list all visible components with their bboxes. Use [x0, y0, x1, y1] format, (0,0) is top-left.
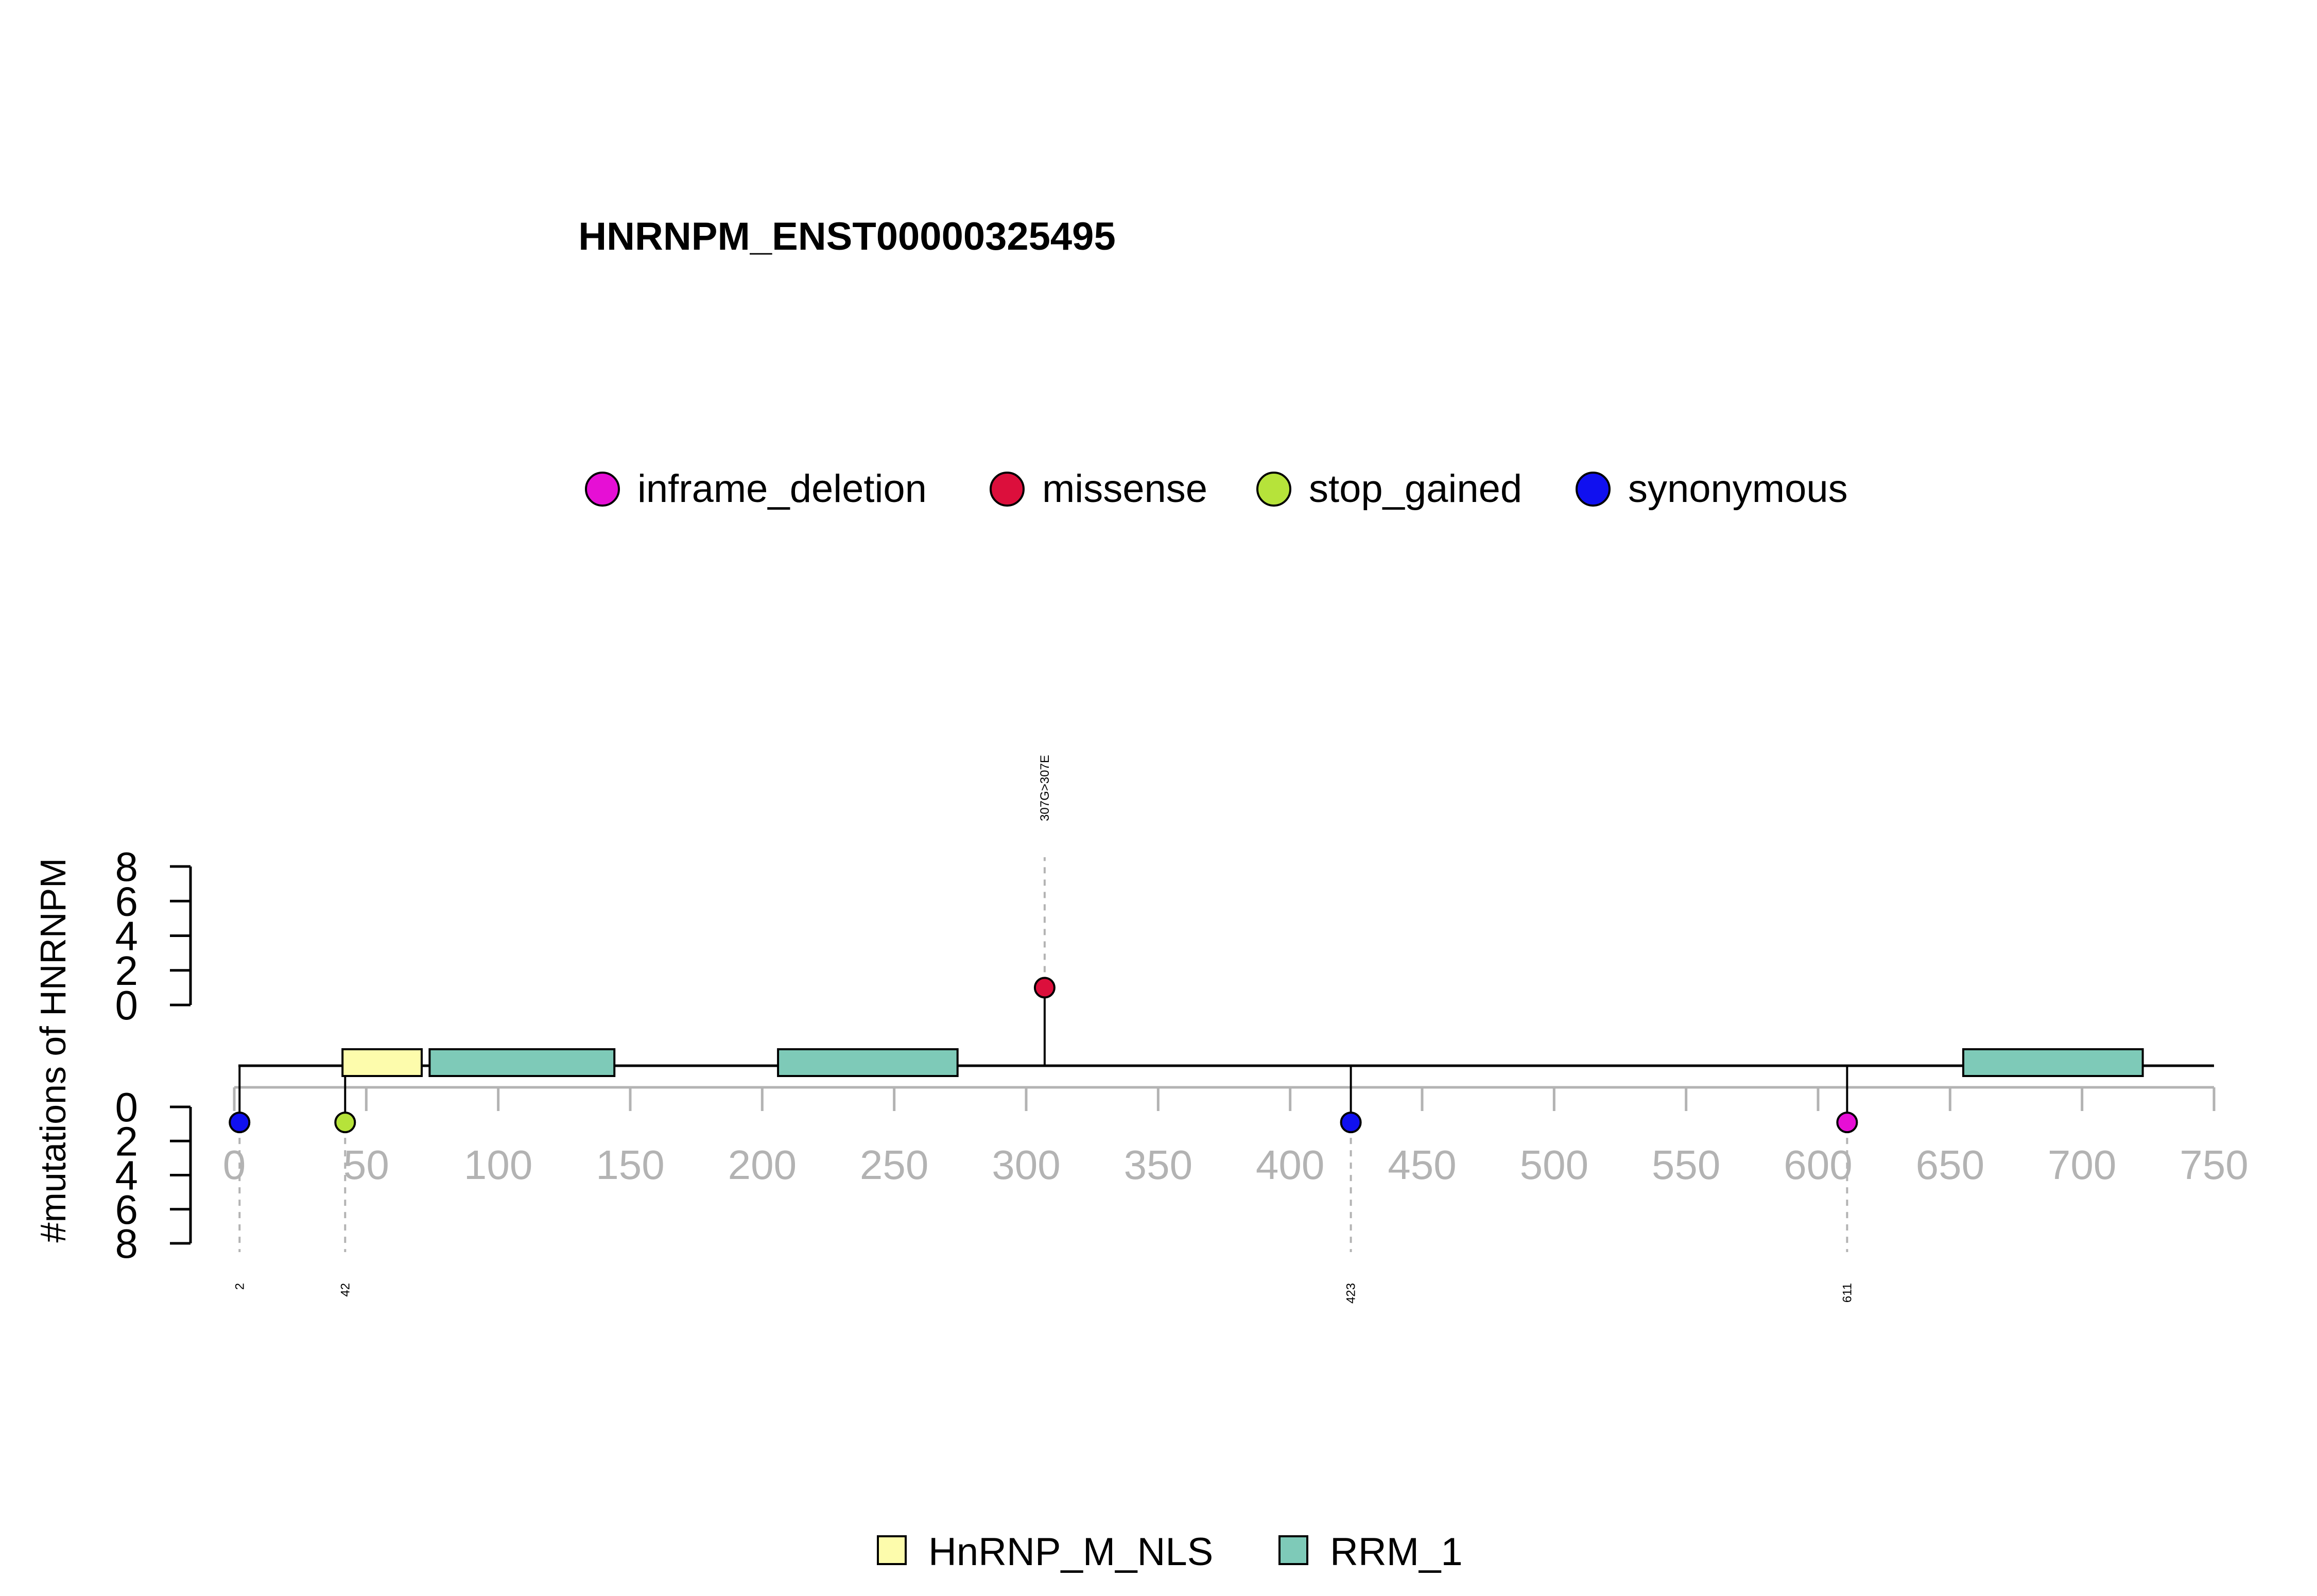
mutation-marker	[1340, 1112, 1362, 1134]
y-tick-label: 8	[115, 1221, 139, 1267]
x-tick-label: 400	[1256, 1142, 1324, 1188]
domain-box	[428, 1048, 616, 1077]
y-tick-label: 6	[115, 878, 139, 924]
legend-swatch	[1278, 1535, 1308, 1565]
legend-marker	[1256, 472, 1291, 507]
mutations: 307G>307E 2 42 423 611	[229, 755, 1858, 1304]
x-tick-label: 550	[1652, 1142, 1720, 1188]
y-tick-label: 4	[115, 913, 139, 959]
x-tick-label: 350	[1124, 1142, 1192, 1188]
x-tick-label: 700	[2048, 1142, 2116, 1188]
legend-label: HnRNP_M_NLS	[928, 1530, 1213, 1574]
legend-label: RRM_1	[1330, 1530, 1463, 1574]
legend-label: inframe_deletion	[637, 467, 927, 511]
mutation-label: 423	[1344, 1283, 1358, 1304]
y-tick-label: 4	[115, 1153, 139, 1199]
mutation-marker	[1033, 977, 1056, 999]
x-tick-label: 150	[596, 1142, 664, 1188]
legend-marker	[990, 472, 1025, 507]
mutation-marker	[334, 1112, 356, 1134]
legend-label: stop_gained	[1309, 467, 1522, 511]
mutation-legend: inframe_deletion missense stop_gained synon…	[585, 467, 1848, 511]
legend-marker	[1576, 472, 1611, 507]
legend-label: missense	[1042, 467, 1207, 511]
legend-marker	[585, 472, 620, 507]
y-tick-label: 6	[115, 1187, 139, 1233]
domain-legend: HnRNP_M_NLS RRM_1	[877, 1530, 1463, 1574]
x-tick-label: 450	[1388, 1142, 1456, 1188]
chart-title: HNRNPM_ENST00000325495	[578, 215, 1115, 258]
y-tick-label: 2	[115, 1118, 139, 1164]
legend-swatch	[877, 1535, 907, 1565]
x-axis: 0 50 100 150 200 250 300 350 400 450 500 550 600 650 7…	[223, 1086, 2249, 1188]
domain-box	[341, 1048, 423, 1077]
y-tick-label: 8	[115, 844, 139, 890]
mutation-label: 611	[1840, 1283, 1854, 1303]
mutation-marker	[1836, 1112, 1858, 1134]
domain-box	[1962, 1048, 2144, 1077]
y-tick-label: 2	[115, 948, 139, 994]
domains	[341, 1048, 2144, 1077]
mutation-label: 2	[233, 1283, 247, 1290]
x-tick-label: 600	[1784, 1142, 1852, 1188]
x-tick-label: 500	[1520, 1142, 1588, 1188]
mutation-marker	[229, 1112, 251, 1134]
x-tick-label: 100	[464, 1142, 532, 1188]
x-tick-label: 250	[860, 1142, 928, 1188]
x-tick-label: 300	[992, 1142, 1060, 1188]
domain-box	[777, 1048, 959, 1077]
x-tick-label: 0	[223, 1142, 246, 1188]
mutation-label: 42	[338, 1283, 352, 1297]
mutation-label: 307G>307E	[1038, 755, 1052, 821]
x-tick-label: 200	[728, 1142, 797, 1188]
x-tick-label: 750	[2180, 1142, 2248, 1188]
y-axis-label: #mutations of HNRNPM	[33, 858, 73, 1243]
y-tick-label: 0	[115, 1084, 139, 1130]
x-tick-label: 50	[343, 1142, 389, 1188]
y-tick-label: 0	[115, 982, 139, 1028]
legend-label: synonymous	[1628, 467, 1848, 511]
x-tick-label: 650	[1916, 1142, 1984, 1188]
